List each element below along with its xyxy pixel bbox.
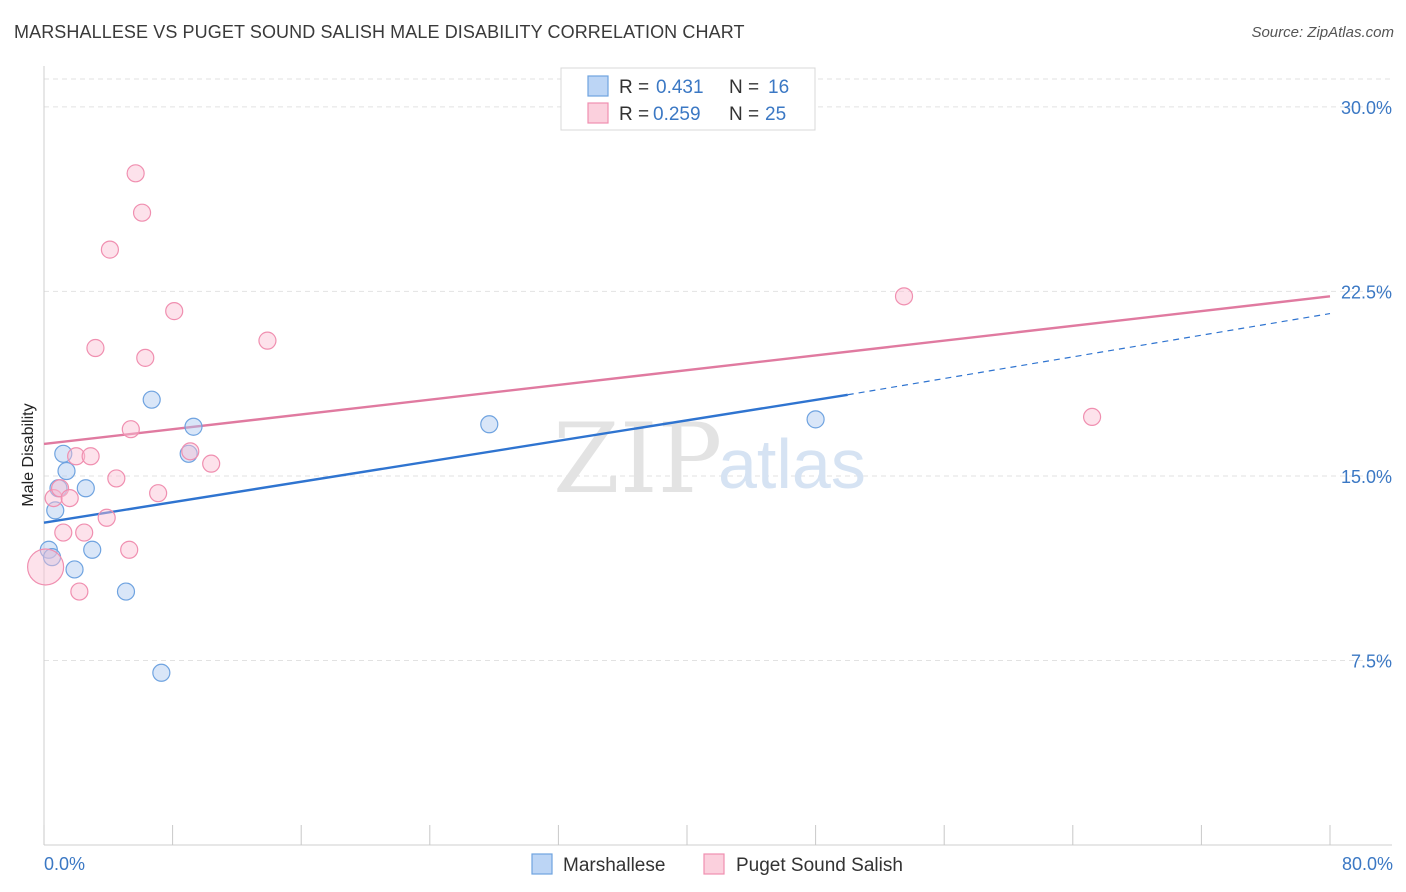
y-tick-label: 15.0% (1341, 467, 1392, 487)
point-puget (107, 469, 126, 488)
point-puget (202, 454, 221, 473)
point-puget (27, 548, 65, 586)
point-marshallese (142, 390, 161, 409)
point-marshallese (76, 479, 95, 498)
watermark: ZIP atlas (553, 403, 866, 515)
y-tick-label: 22.5% (1341, 282, 1392, 302)
legend-r-value-1: 0.431 (656, 77, 704, 98)
point-puget (132, 203, 152, 222)
y-tick-labels: 7.5% 15.0% 22.5% 30.0% (1341, 98, 1392, 672)
point-marshallese (184, 417, 203, 436)
x-tick-label: 80.0% (1342, 854, 1393, 874)
point-puget (97, 508, 116, 527)
point-puget (50, 479, 70, 498)
bottom-legend-swatch-puget (703, 853, 725, 875)
point-puget (149, 484, 168, 503)
bottom-legend-marshallese: Marshallese (563, 855, 665, 876)
point-marshallese (65, 560, 84, 579)
legend-swatch-puget (587, 102, 609, 124)
point-puget (894, 287, 914, 306)
point-puget (165, 302, 184, 321)
point-puget (1082, 407, 1102, 427)
point-puget (44, 488, 63, 508)
point-puget (126, 164, 145, 183)
point-marshallese (152, 663, 171, 682)
legend-swatch-marshallese (587, 75, 609, 97)
point-puget (75, 523, 94, 542)
grid-lines (44, 78, 1392, 661)
point-puget (258, 331, 277, 350)
point-puget (100, 240, 120, 259)
trend-line-marshallese-extension (847, 312, 1331, 396)
point-puget (67, 447, 86, 466)
legend-n-label-2: N = (729, 104, 759, 125)
point-puget (70, 582, 89, 601)
bottom-legend-puget: Puget Sound Salish (736, 855, 903, 876)
point-puget (120, 540, 139, 559)
legend-n-value-2: 25 (765, 104, 786, 125)
point-marshallese (480, 415, 499, 434)
source-label: Source: ZipAtlas.com (1251, 24, 1394, 41)
y-tick-label: 30.0% (1341, 98, 1392, 118)
watermark-zip: ZIP (553, 403, 722, 515)
axes (43, 66, 1392, 846)
point-marshallese (83, 540, 102, 559)
legend-r-label-2: R = (619, 104, 649, 125)
trend-lines (43, 295, 1331, 524)
legend-r-value-2: 0.259 (653, 104, 701, 125)
y-tick-label: 7.5% (1351, 651, 1392, 671)
legend-n-label-1: N = (729, 77, 759, 98)
point-puget (81, 447, 100, 466)
point-marshallese (806, 410, 825, 429)
top-legend: R = 0.431 N = 16 R = 0.259 N = 25 (560, 67, 816, 131)
point-puget (54, 523, 73, 542)
trend-line-puget (43, 295, 1331, 446)
bottom-legend: Marshallese Puget Sound Salish (531, 853, 903, 876)
x-tick-label: 0.0% (44, 854, 85, 874)
point-marshallese (57, 461, 76, 481)
chart-title: MARSHALLESE VS PUGET SOUND SALISH MALE D… (14, 22, 745, 42)
point-puget (136, 348, 155, 367)
point-puget (121, 420, 140, 439)
point-puget (86, 338, 105, 358)
point-puget (60, 488, 79, 508)
point-puget (181, 442, 200, 461)
legend-r-label-1: R = (619, 77, 649, 98)
x-tick-labels: 0.0% 80.0% (44, 854, 1393, 874)
trend-line-marshallese (43, 393, 848, 524)
legend-n-value-1: 16 (768, 77, 789, 98)
bottom-legend-swatch-marshallese (531, 853, 553, 875)
watermark-atlas: atlas (718, 425, 866, 503)
point-marshallese (116, 582, 136, 601)
y-axis-label: Male Disability (20, 403, 37, 506)
data-points (27, 164, 1102, 682)
